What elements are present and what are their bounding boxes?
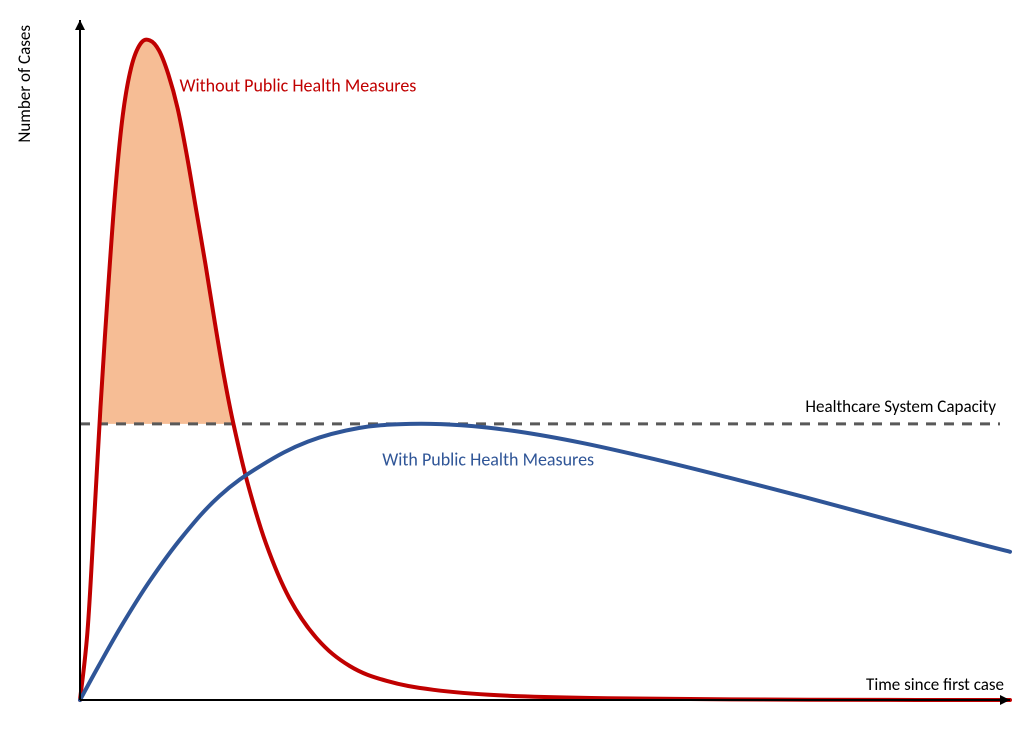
capacity-label: Healthcare System Capacity xyxy=(805,396,996,417)
y-axis-arrow xyxy=(75,20,85,30)
with-measures-label: With Public Health Measures xyxy=(382,448,594,470)
excess-cases-area xyxy=(99,40,234,428)
y-axis-label: Number of Cases xyxy=(14,25,35,143)
without-measures-label: Without Public Health Measures xyxy=(180,74,417,96)
x-axis-arrow xyxy=(1000,695,1010,705)
chart-svg: Time since first case Number of Cases He… xyxy=(0,0,1024,742)
flatten-curve-chart: Time since first case Number of Cases He… xyxy=(0,0,1024,742)
x-axis-label: Time since first case xyxy=(866,674,1004,695)
